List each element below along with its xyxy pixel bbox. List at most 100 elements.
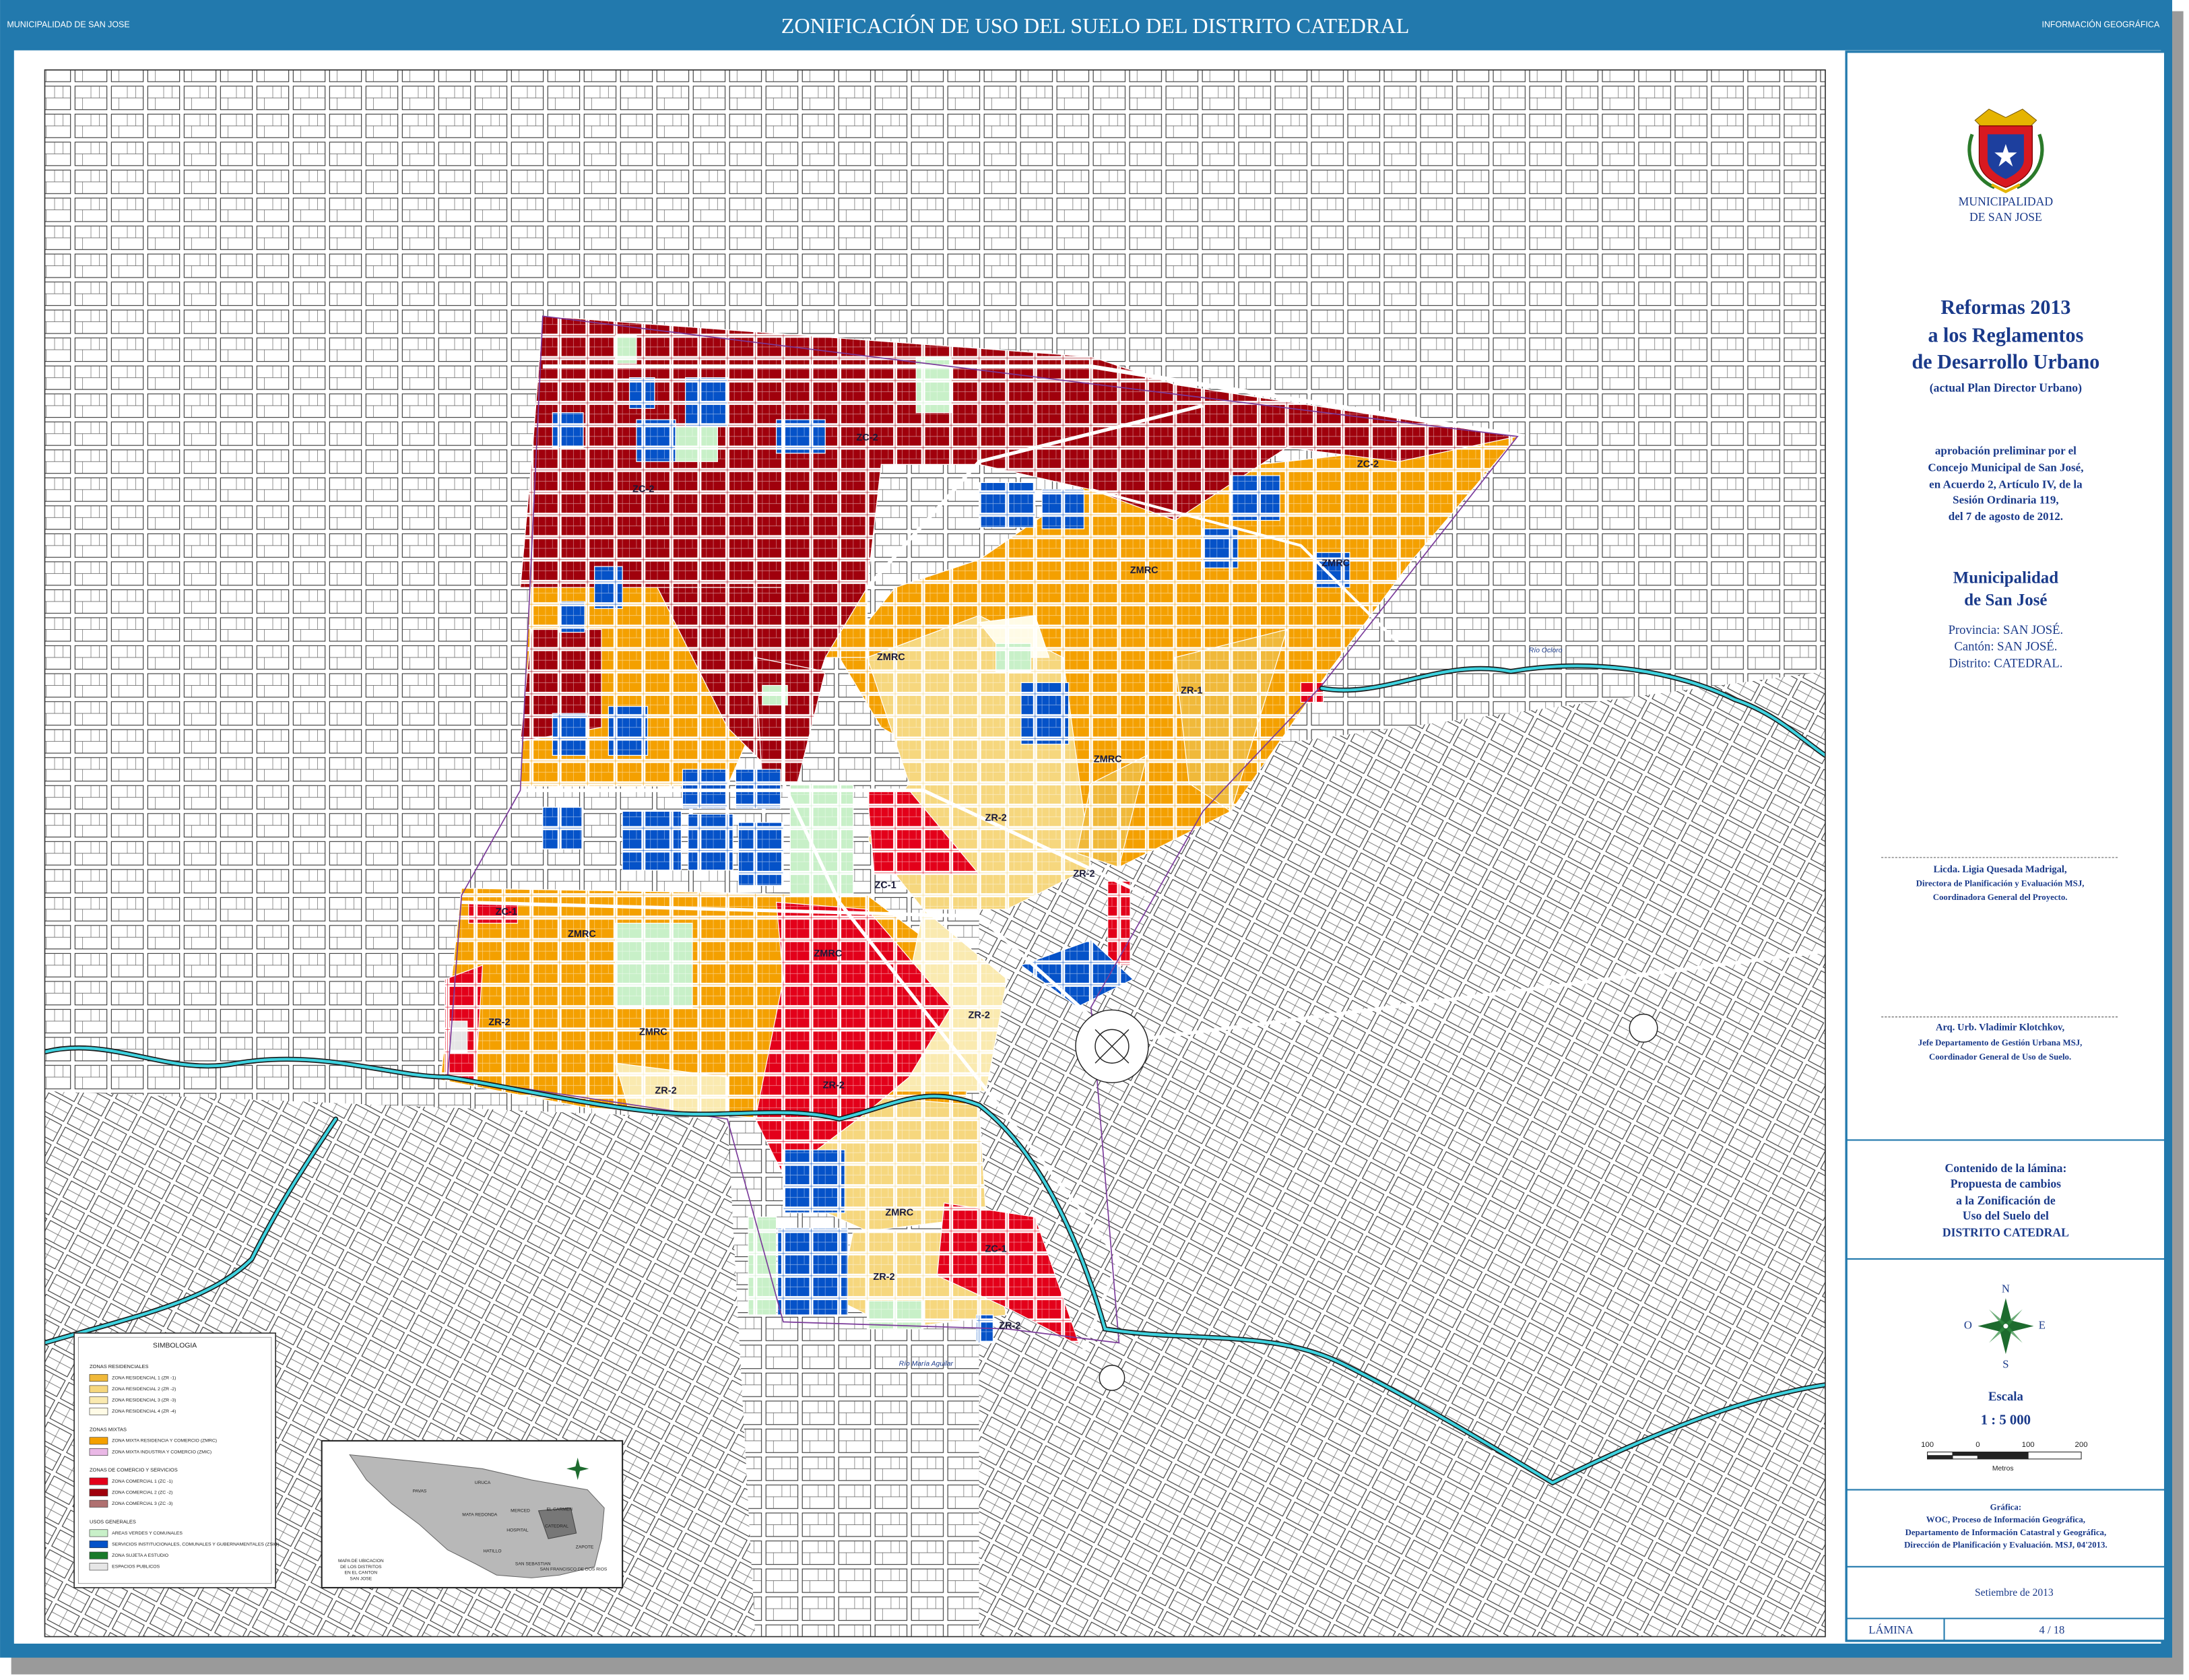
inset-district-label: HOSPITAL [507,1528,529,1533]
rivers-part [1320,664,1826,757]
street-grid-rotated [979,671,1826,1637]
district-boundary [447,315,1519,1344]
scale-tick-label: 200 [2075,1441,2088,1449]
legend-swatch [89,1563,108,1571]
approval-line: aprobación preliminar por el [1935,445,2077,457]
municipality: Municipalidad [1953,569,2059,587]
inset-map: PAVAS URUCA MATA REDONDA MERCED EL CARMEN CAT… [321,1440,624,1588]
zone-label: ZMRC [1321,558,1350,569]
legend-item: ZONA RESIDENCIAL 4 (ZR -4) [112,1409,176,1414]
contents-line: Contenido de la lámina: [1945,1161,2066,1175]
roundabouts-part [1629,1013,1658,1043]
scale-bar-part [1952,1451,1978,1456]
zone-label: ZR-2 [823,1080,845,1091]
legend-group: ZONAS MIXTAS [90,1426,127,1432]
inset-district-label: HATILLO [483,1549,501,1554]
contents-line: DISTRITO CATEDRAL [1942,1226,2069,1239]
main-roads-part [517,788,1148,897]
compass-west: O [1964,1318,1972,1331]
approval-line: Sesión Ordinaria 119, [1953,493,2058,506]
logo-part [1994,143,2017,167]
main-roads-part [865,403,1204,589]
signatory: Coordinadora General del Proyecto. [1933,893,2068,902]
legend-swatch [89,1374,108,1382]
inset-caption: MAPA DE UBICACION [338,1559,384,1563]
district-boundary-part [447,315,1519,1344]
legend-swatch [89,1396,108,1404]
legend-group: ZONAS RESIDENCIALES [90,1363,149,1369]
logo-part [1991,183,2021,193]
legend-inner-box [77,1336,272,1584]
reform-title: Reformas 2013 [1940,296,2070,319]
legend-item: ZONA COMERCIAL 1 (ZC -1) [112,1479,172,1484]
municipality: de San José [1964,591,2047,610]
zone-label: ZMRC [1130,565,1158,576]
roundabouts-part [1094,1029,1130,1064]
inset-canton [349,1454,605,1578]
main-roads [461,364,1826,1351]
compass-rose-part [2000,1326,2012,1355]
legend-swatch [89,1407,108,1415]
compass-rose [1978,1298,2034,1355]
reform-title: a los Reglamentos [1928,323,2083,346]
header-right: INFORMACIÓN GEOGRÁFICA [2042,20,2161,30]
zone-label: ZR-2 [999,1320,1020,1331]
compass-rose-part [2005,1320,2034,1332]
roundabouts-part [1099,1365,1125,1391]
map-border [44,69,1826,1638]
legend-swatch [89,1489,108,1497]
date: Setiembre de 2013 [1975,1587,2054,1598]
contents-line: Propuesta de cambios [1951,1177,2061,1190]
compass-east: E [2039,1318,2046,1331]
legend-item: ZONA COMERCIAL 2 (ZC -2) [112,1491,172,1495]
legend-item: ZONA MIXTA RESIDENCIA Y COMERCIO (ZMRC) [112,1439,217,1444]
legend-item: ZONA MIXTA INDUSTRIA Y COMERCIO (ZMIC) [112,1450,211,1454]
legend-item: ESPACIOS PUBLICOS [112,1565,160,1570]
inset-catedral [537,1508,577,1539]
zone-label: ZMRC [814,948,842,959]
legend-swatch [89,1499,108,1508]
zone-label: ZR-2 [1073,869,1094,880]
zone-label: ZR-2 [969,1010,990,1021]
compass-north: N [2002,1282,2010,1295]
reform-subtitle: (actual Plan Director Urbano) [1930,381,2082,394]
sheet-label: LÁMINA [1868,1623,1913,1636]
legend-item: ZONA SUJETA A ESTUDIO [112,1553,168,1558]
street-grid-east [1315,419,1826,700]
legend-swatch [89,1385,108,1393]
legend-swatch [89,1551,108,1559]
logo-text: MUNICIPALIDAD [1959,195,2054,208]
contents-line: Uso del Suelo del [1963,1209,2049,1223]
logo-text: DE SAN JOSE [1969,210,2042,224]
zone-label: ZR-2 [655,1086,676,1097]
credits-line: Departamento de Información Catastral y … [1905,1528,2107,1537]
inset-district-label: SAN SEBASTIAN [515,1561,551,1566]
scale-bar-part [2027,1451,2082,1460]
legend: SIMBOLOGIA ZONAS RESIDENCIALES ZONA RESID… [73,1332,279,1588]
zone-label: ZR-2 [488,1017,510,1028]
sidebar: MUNICIPALIDAD DE SAN JOSE Reformas 2013 … [1845,51,2167,1642]
legend-swatch [89,1529,108,1537]
approval-line: del 7 de agosto de 2012. [1949,510,2063,523]
compass-rose-part [1978,1320,2006,1332]
legend-swatch [89,1541,108,1549]
location-line: Cantón: SAN JOSÉ. [1954,639,2057,654]
compass-rose-part [2002,1322,2009,1330]
legend-swatch [89,1477,108,1485]
main-roads-part [461,900,1826,1044]
inset-caption: SAN JOSE [350,1576,372,1581]
inset-caption: EN EL CANTON [345,1571,378,1576]
approval-line: Concejo Municipal de San José, [1928,461,2083,474]
scale-ratio: 1 : 5 000 [1981,1413,2031,1428]
logo [1967,108,2044,193]
main-roads-part [781,419,1121,1351]
approval-line: en Acuerdo 2, Artículo IV, de la [1929,478,2083,490]
inset-district-label: PAVAS [413,1489,427,1493]
scale-bar-part [1927,1455,1953,1460]
legend-swatch [89,1448,108,1456]
credits-line: Gráfica: [1990,1503,2021,1512]
inset-district-label: MERCED [511,1508,530,1513]
